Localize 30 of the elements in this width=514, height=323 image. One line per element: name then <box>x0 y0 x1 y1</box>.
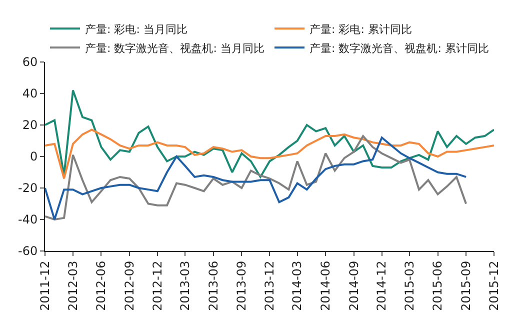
line-series <box>45 128 494 180</box>
x-tick-label: 2013-06 <box>206 260 220 311</box>
x-tick-label: 2012-03 <box>66 260 80 311</box>
y-tick-label: 40 <box>22 86 38 101</box>
line-series <box>45 89 494 178</box>
y-tick-label: 60 <box>22 55 38 70</box>
x-tick-label: 2015-09 <box>458 260 473 311</box>
x-tick-label: 2014-06 <box>318 260 332 311</box>
y-tick-label: -20 <box>18 181 38 196</box>
legend-label: 产量: 彩电: 当月同比 <box>85 22 188 36</box>
x-tick-label: 2012-06 <box>94 260 108 311</box>
y-tick-label: -60 <box>18 244 38 258</box>
legend-label: 产量: 数字激光音、视盘机: 当月同比 <box>85 42 264 55</box>
legend-label: 产量: 彩电: 累计同比 <box>310 22 412 36</box>
x-tick-label: 2015-03 <box>402 260 416 311</box>
x-tick-label: 2015-12 <box>486 260 501 311</box>
x-tick-label: 2013-12 <box>262 260 277 311</box>
x-tick-label: 2015-06 <box>430 260 445 311</box>
x-tick-label: 2014-09 <box>346 260 361 311</box>
x-tick-label: 2013-09 <box>234 260 249 311</box>
x-tick-label: 2011-12 <box>38 260 52 311</box>
x-tick-label: 2013-03 <box>178 260 192 311</box>
x-tick-label: 2012-12 <box>150 260 164 311</box>
x-tick-label: 2014-03 <box>290 260 304 311</box>
y-tick-label: 0 <box>30 150 38 164</box>
x-tick-label: 2012-09 <box>122 260 136 311</box>
y-tick-label: 20 <box>22 118 38 132</box>
x-tick-label: 2014-12 <box>374 260 389 311</box>
y-tick-label: -40 <box>18 212 38 227</box>
legend-label: 产量: 数字激光音、视盘机: 累计同比 <box>310 42 489 55</box>
